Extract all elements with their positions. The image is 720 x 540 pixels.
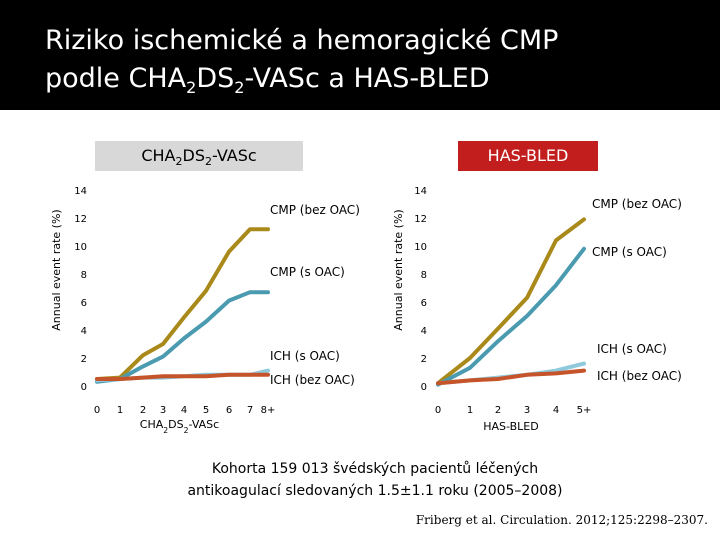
y-axis-label: Annual event rate (%) [50,209,63,330]
y-tick-label: 8 [81,270,87,281]
series-line-2 [95,290,270,384]
x-tick-label: 7 [247,405,253,416]
x-tick-label: 2 [140,405,146,416]
series-label: CMP (s OAC) [270,265,345,279]
x-tick-label: 3 [160,405,166,416]
series-line-2 [436,246,586,387]
hasbled-badge: HAS-BLED [458,141,598,171]
series-label: CMP (s OAC) [592,245,667,259]
series-label: ICH (bez OAC) [270,373,355,387]
cha2ds2vasc-badge: CHA2DS2-VASc [95,141,303,171]
series-label: CMP (bez OAC) [592,197,682,211]
y-tick-label: 14 [74,186,87,197]
citation: Friberg et al. Circulation. 2012;125:229… [415,513,708,527]
x-tick-label: 6 [226,405,232,416]
x-tick-label: 5+ [577,405,592,416]
y-axis-label: Annual event rate (%) [392,209,405,330]
footnote-line-1: Kohorta 159 013 švédských pacientů léčen… [211,461,539,477]
series-label: CMP (bez OAC) [270,203,360,217]
x-tick-label: 0 [435,405,441,416]
x-tick-label: 0 [94,405,100,416]
y-tick-label: 0 [81,382,87,393]
y-tick-label: 10 [414,242,427,253]
y-tick-label: 0 [421,382,427,393]
series-label: ICH (s OAC) [597,342,667,356]
y-tick-label: 2 [421,354,427,365]
y-tick-label: 8 [421,270,427,281]
y-tick-label: 2 [81,354,87,365]
title-line-1: Riziko ischemické a hemoragické CMP [45,25,559,56]
x-axis-label: HAS-BLED [483,420,538,433]
y-tick-label: 10 [74,242,87,253]
y-tick-label: 6 [421,298,427,309]
footnote-line-2: antikoagulací sledovaných 1.5±1.1 roku (… [187,483,563,499]
series-label: ICH (bez OAC) [597,369,682,383]
title-line-2: podle CHA2DS2-VASc a HAS-BLED [45,63,490,97]
y-tick-label: 4 [81,326,87,337]
x-tick-label: 5 [203,405,209,416]
y-tick-label: 12 [414,214,427,225]
x-tick-label: 1 [117,405,123,416]
x-tick-label: 3 [524,405,530,416]
cohort-footnote: Kohorta 159 013 švédských pacientů léčen… [150,458,600,502]
x-tick-label: 8+ [261,405,276,416]
series-line-4 [95,372,270,381]
y-tick-label: 12 [74,214,87,225]
x-tick-label: 2 [495,405,501,416]
series-label: ICH (s OAC) [270,349,340,363]
series-line-1 [436,217,586,386]
x-tick-label: 4 [553,405,559,416]
y-tick-label: 6 [81,298,87,309]
slide-header [0,0,720,110]
x-axis-label: CHA2DS2-VASc [140,418,219,435]
x-tick-label: 1 [467,405,473,416]
x-tick-label: 4 [181,405,187,416]
series-line-1 [95,227,270,381]
y-tick-label: 14 [414,186,427,197]
slide-title: Riziko ischemické a hemoragické CMP podl… [45,22,558,98]
y-tick-label: 4 [421,326,427,337]
series-line-4 [436,368,586,386]
